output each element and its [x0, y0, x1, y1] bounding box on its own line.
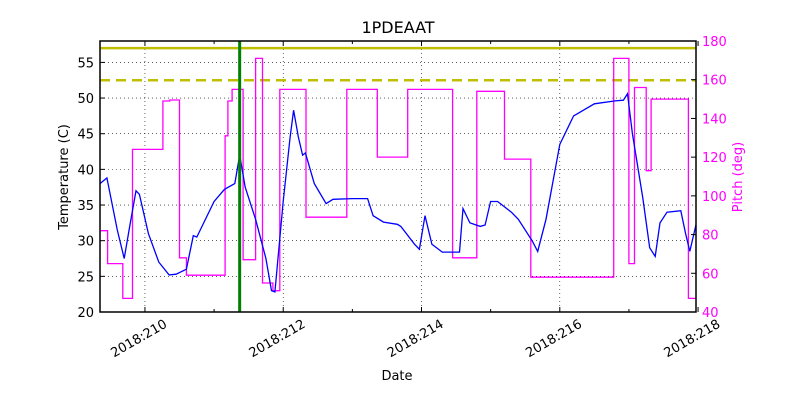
y2-tick-label: 120	[702, 151, 727, 166]
x-tick-label: 2018:212	[247, 317, 308, 361]
y2-axis-label: Pitch (deg)	[731, 142, 746, 212]
y-tick-label: 40	[77, 163, 94, 178]
chart-title: 1PDEAAT	[361, 18, 434, 37]
y-tick-label: 25	[77, 270, 94, 285]
x-tick-label: 2018:216	[523, 317, 584, 361]
y2-tick-label: 160	[702, 74, 727, 89]
y-axis-left: 20 25 30 35 40 45 50 55	[77, 56, 105, 321]
y2-tick-label: 180	[702, 35, 727, 50]
y-tick-label: 30	[77, 235, 94, 250]
pitch-series-line	[100, 57, 696, 300]
x-tick-label: 2018:214	[385, 317, 446, 361]
plot-frame	[99, 40, 697, 313]
y-tick-label: 35	[77, 199, 94, 214]
temperature-series-line	[100, 91, 696, 293]
y-axis-right: 40 60 80 100 120 140 160 180	[691, 35, 727, 321]
x-tick-label: 2018:210	[108, 317, 169, 361]
x-tick-label: 2018:218	[662, 317, 723, 361]
y2-tick-label: 100	[702, 190, 727, 205]
y2-tick-label: 80	[702, 229, 719, 244]
y-tick-label: 20	[77, 306, 94, 321]
y-tick-label: 45	[77, 128, 94, 143]
y2-tick-label: 60	[702, 267, 719, 282]
y-axis-label: Temperature (C)	[57, 124, 72, 231]
y-tick-label: 55	[77, 56, 94, 71]
grid-lines	[100, 41, 696, 312]
x-axis-label: Date	[381, 369, 412, 384]
y2-tick-label: 140	[702, 112, 727, 127]
y2-tick-label: 40	[702, 306, 719, 321]
reference-lines	[100, 46, 696, 82]
y-tick-label: 50	[77, 92, 94, 107]
